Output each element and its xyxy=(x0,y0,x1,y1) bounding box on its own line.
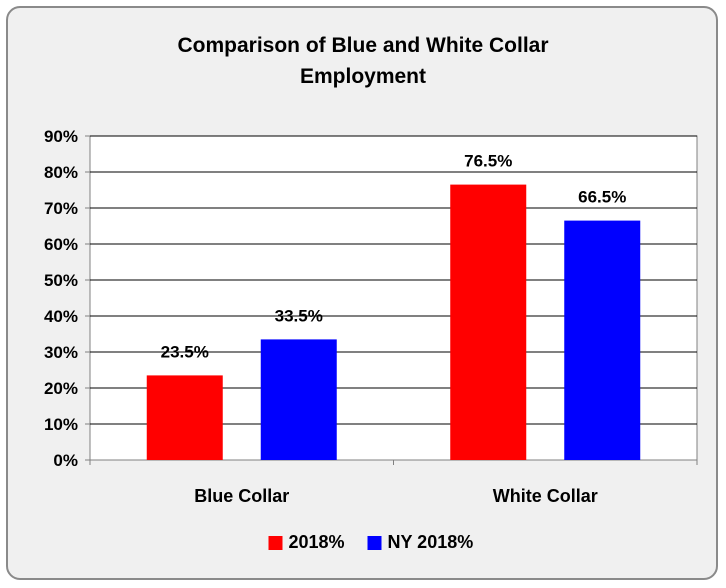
x-category-label: White Collar xyxy=(493,486,598,506)
y-tick-label: 20% xyxy=(44,379,78,398)
y-tick-label: 0% xyxy=(53,451,78,470)
legend-label: NY 2018% xyxy=(388,532,474,552)
chart-title-line-2: Employment xyxy=(300,65,426,88)
y-tick-label: 50% xyxy=(44,271,78,290)
chart-title: Comparison of Blue and White Collar Empl… xyxy=(177,34,548,88)
y-tick-label: 10% xyxy=(44,415,78,434)
y-tick-label: 60% xyxy=(44,235,78,254)
y-tick-label: 80% xyxy=(44,163,78,182)
y-tick-label: 70% xyxy=(44,199,78,218)
bar xyxy=(450,184,527,460)
legend-label: 2018% xyxy=(289,532,345,552)
data-label: 33.5% xyxy=(275,306,323,325)
chart-title-line-1: Comparison of Blue and White Collar xyxy=(177,34,548,57)
bar xyxy=(146,375,223,460)
data-label: 23.5% xyxy=(161,342,209,361)
y-tick-label: 30% xyxy=(44,343,78,362)
x-category-label: Blue Collar xyxy=(194,486,289,506)
data-labels: 23.5% 33.5% 76.5% 66.5% xyxy=(161,152,627,362)
y-tick-label: 90% xyxy=(44,127,78,146)
bar xyxy=(260,339,337,460)
legend-swatch xyxy=(367,536,382,550)
axes: 0% 10% 20% 30% 40% 50% 60% 70% 80% 90% Blue Collar… xyxy=(44,127,698,506)
y-tick-label: 40% xyxy=(44,307,78,326)
legend-swatch xyxy=(268,536,283,550)
data-label: 76.5% xyxy=(464,152,512,171)
legend: 2018% NY 2018% xyxy=(268,532,474,552)
data-label: 66.5% xyxy=(578,188,626,207)
bars xyxy=(146,184,641,460)
bar xyxy=(564,220,641,460)
